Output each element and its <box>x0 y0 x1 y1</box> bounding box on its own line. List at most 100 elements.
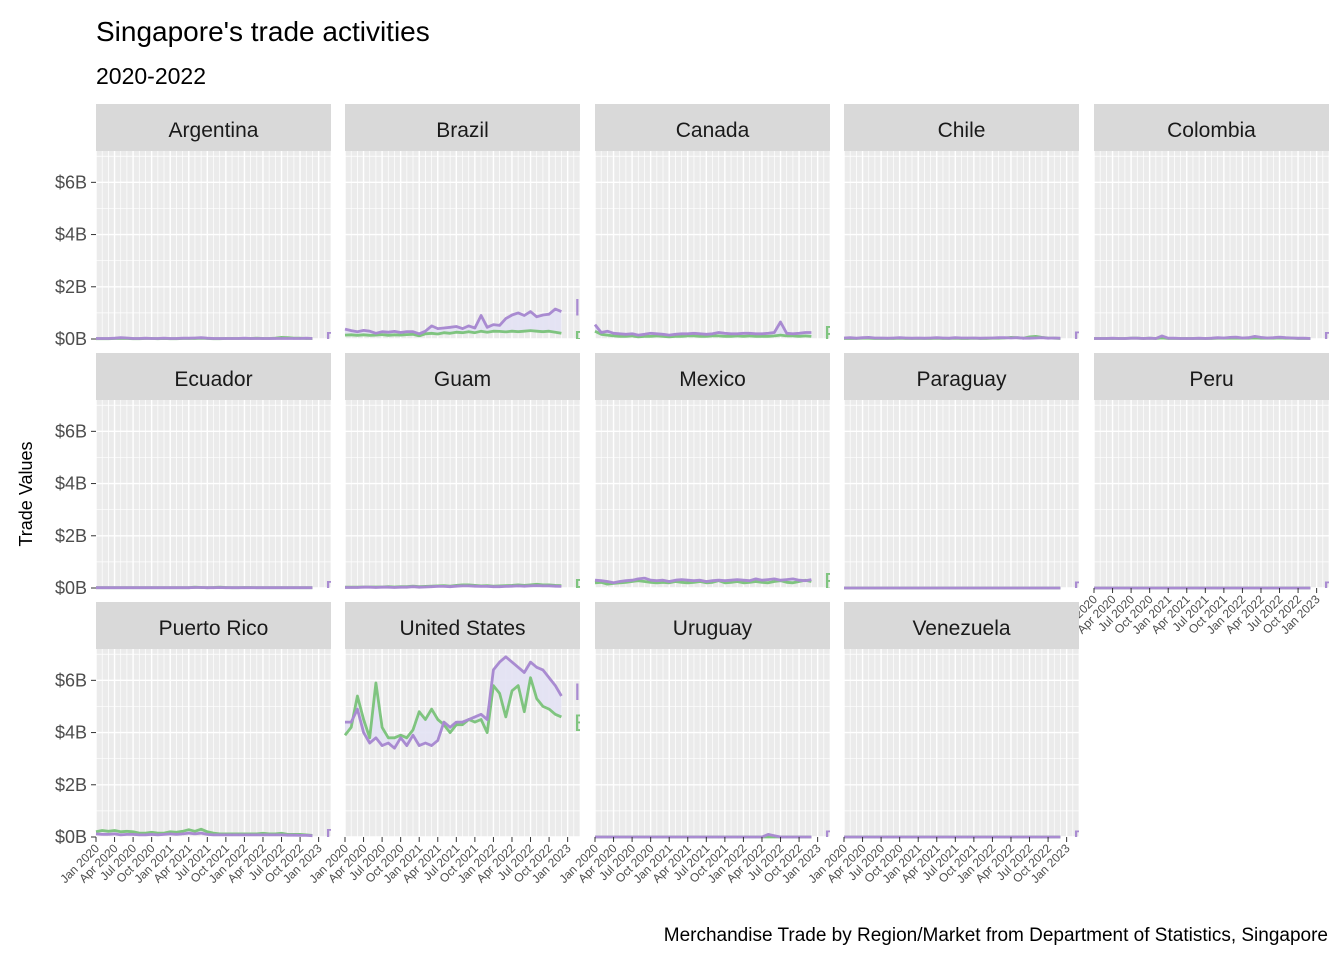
facet-guam: Guam E <box>344 353 590 602</box>
y-tick-label: $0B <box>55 578 87 598</box>
chart-subtitle: 2020-2022 <box>96 63 206 89</box>
imports-line <box>344 307 562 336</box>
facet-label: Canada <box>676 119 750 142</box>
y-tick-label: $2B <box>55 775 87 795</box>
imports-line <box>595 833 812 839</box>
facet-paraguay: Paraguay P <box>843 353 1089 604</box>
imports-line <box>96 336 313 340</box>
y-tick-label: $2B <box>55 277 87 297</box>
end-labels: P <box>1073 826 1089 853</box>
end-labels: P <box>325 824 341 851</box>
chart-title: Singapore's trade activities <box>96 16 430 47</box>
exports-line <box>594 329 812 339</box>
imports-line <box>1094 334 1311 340</box>
end-label: I <box>574 679 581 706</box>
y-tick-label: $0B <box>55 329 87 349</box>
imports-line <box>594 576 812 585</box>
facet-strip <box>96 602 331 649</box>
end-labels: IE <box>574 295 590 353</box>
facet-label: Brazil <box>436 119 489 142</box>
facet-label: Chile <box>938 119 986 142</box>
imports-line <box>95 831 313 838</box>
end-labels: P <box>1323 327 1339 354</box>
facet-mexico: Mexico E <box>594 353 840 596</box>
y-tick-label: $6B <box>55 670 87 690</box>
y-tick-label: $6B <box>55 421 87 441</box>
facet-label: Argentina <box>169 119 259 142</box>
end-labels: E <box>824 569 840 596</box>
y-axis-label: Trade Values <box>16 441 36 546</box>
facet-label: Colombia <box>1167 119 1256 142</box>
end-labels: P <box>325 577 341 604</box>
end-label: P <box>325 824 341 851</box>
end-label: P <box>325 577 341 604</box>
end-label: P <box>1073 577 1089 604</box>
imports-line <box>593 320 812 337</box>
facet-label: Ecuador <box>174 368 252 391</box>
facet-label: Guam <box>434 368 491 391</box>
end-label: I <box>574 295 581 322</box>
facet-label: United States <box>399 617 525 640</box>
end-label: P <box>1323 577 1339 604</box>
end-labels: IE <box>574 679 590 737</box>
facet-strip <box>1094 353 1329 400</box>
end-labels: P <box>325 327 341 354</box>
trade-balance-ribbon <box>345 656 562 749</box>
end-labels: P <box>1073 577 1089 604</box>
facet-strip <box>844 104 1079 151</box>
exports-line <box>343 676 562 740</box>
facet-ecuador: Ecuador P $0B $2B $4B $6B <box>55 353 341 604</box>
end-label: P <box>824 826 840 853</box>
facet-strip <box>96 353 331 400</box>
y-tick-label: $2B <box>55 526 87 546</box>
facet-strip <box>844 353 1079 400</box>
end-label: P <box>1073 327 1089 354</box>
imports-line <box>345 655 563 750</box>
facet-label: Venezuela <box>912 617 1010 640</box>
end-label: P <box>325 327 341 354</box>
y-tick-label: $4B <box>55 723 87 743</box>
facet-label: Uruguay <box>673 617 753 640</box>
end-label: E <box>824 569 840 596</box>
end-labels: P <box>1073 327 1089 354</box>
facet-strip <box>1094 104 1329 151</box>
y-tick-label: $4B <box>55 474 87 494</box>
end-label: E <box>574 575 590 602</box>
facet-strip <box>595 104 830 151</box>
end-label: P <box>1323 327 1339 354</box>
end-labels: P <box>1323 577 1339 604</box>
y-tick-label: $4B <box>55 225 87 245</box>
facet-canada: Canada E <box>593 104 840 348</box>
facet-grid: ArgentinaP$0B$2B$4B$6BBrazilIECanadaEChi… <box>55 104 1339 886</box>
facet-strip <box>96 104 331 151</box>
facet-label: Peru <box>1189 368 1233 391</box>
facet-strip <box>844 602 1079 649</box>
end-labels: E <box>574 575 590 602</box>
facet-strip <box>595 353 830 400</box>
facet-strip <box>345 104 580 151</box>
chart-caption: Merchandise Trade by Region/Market from … <box>664 925 1328 946</box>
end-label: E <box>824 321 840 348</box>
facet-brazil: Brazil IE <box>344 104 590 353</box>
imports-line <box>843 336 1061 340</box>
facet-strip <box>595 602 830 649</box>
end-label: P <box>1073 826 1089 853</box>
end-label: E <box>574 710 590 737</box>
imports-line <box>345 584 562 589</box>
facet-argentina: Argentina P $0B $2B $4B $6B <box>55 104 341 354</box>
facet-chile: Chile P <box>843 104 1089 354</box>
y-tick-label: $0B <box>55 827 87 847</box>
facet-label: Paraguay <box>917 368 1007 391</box>
end-labels: E <box>824 321 840 348</box>
end-label: E <box>574 326 590 353</box>
exports-line <box>344 329 562 338</box>
facet-label: Mexico <box>679 368 746 391</box>
y-tick-label: $6B <box>55 172 87 192</box>
facet-strip <box>345 353 580 400</box>
facet-label: Puerto Rico <box>159 617 269 640</box>
